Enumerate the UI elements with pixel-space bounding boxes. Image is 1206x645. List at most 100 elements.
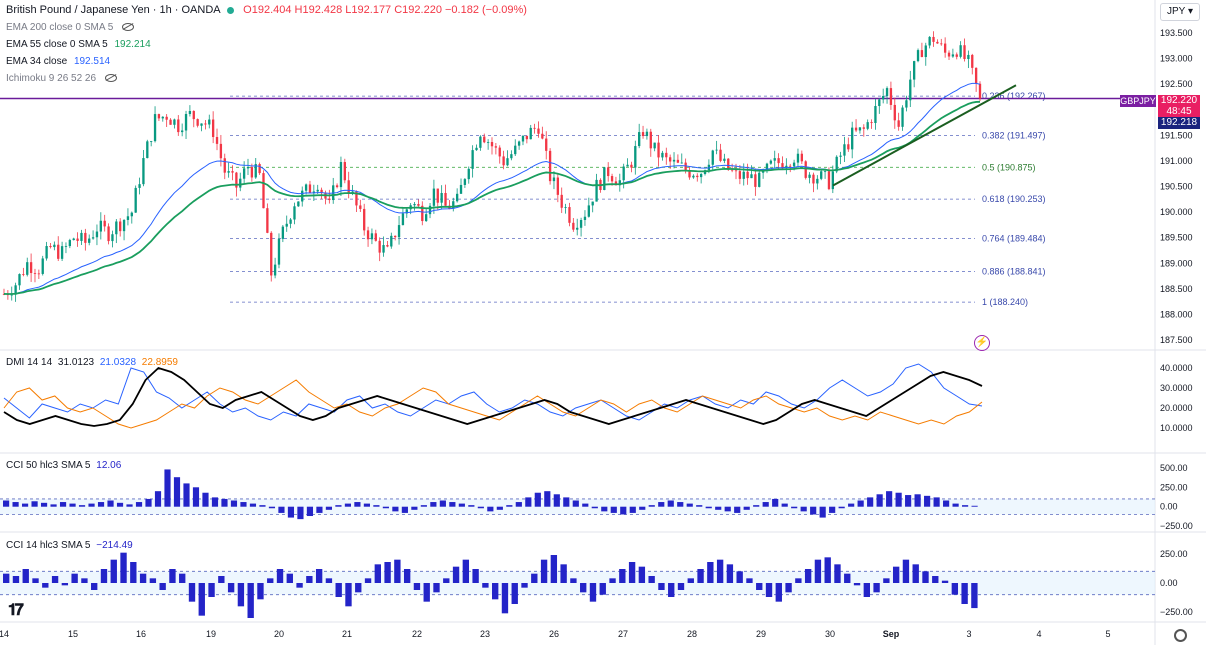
- candle-body: [940, 43, 943, 45]
- cci50-bar: [287, 506, 295, 518]
- cci14-bar: [355, 583, 362, 593]
- candle-body: [134, 187, 137, 213]
- candle-body: [758, 172, 761, 187]
- fib-level-label: 1 (188.240): [982, 297, 1028, 307]
- time-axis-tick: 22: [412, 629, 422, 639]
- cci50-bar: [173, 477, 181, 507]
- candle-body: [22, 274, 25, 275]
- cci50-bar: [468, 505, 475, 507]
- cci50-bar: [496, 506, 503, 510]
- cci50-bar: [183, 483, 190, 507]
- cci14-bar: [687, 578, 694, 583]
- cci14-bar: [795, 578, 802, 583]
- candle-body: [548, 150, 552, 182]
- cci50-bar: [88, 503, 95, 507]
- candle-body: [591, 201, 594, 206]
- cci50-label[interactable]: CCI 50 hlc3 SMA 5 12.06: [6, 460, 121, 471]
- candle-body: [626, 164, 629, 167]
- cci14-label[interactable]: CCI 14 hlc3 SMA 5 −214.49: [6, 540, 133, 551]
- ema34-label[interactable]: EMA 34 close 192.514: [6, 56, 110, 67]
- settings-gear-icon[interactable]: [1174, 629, 1187, 642]
- ema34-title: EMA 34 close: [6, 56, 68, 67]
- candle-body: [692, 175, 695, 178]
- candle-body: [235, 172, 238, 188]
- last-price-value: 192.220: [1160, 95, 1198, 106]
- candle-body: [57, 244, 60, 259]
- candle-body: [231, 171, 234, 173]
- cci14-bar: [364, 578, 372, 583]
- dmi-axis-tick: 40.0000: [1160, 363, 1193, 373]
- cci50-bar: [192, 487, 200, 507]
- candle-body: [405, 209, 408, 214]
- candle-body: [827, 171, 831, 190]
- price-axis-tick: 187.500: [1160, 335, 1193, 345]
- candle-body: [595, 179, 598, 202]
- cci50-bar: [810, 506, 817, 515]
- cci14-bar: [452, 566, 460, 583]
- time-axis-tick: 29: [756, 629, 766, 639]
- price-axis-tick: 189.000: [1160, 258, 1193, 268]
- dmi-series-line: [3, 366, 983, 427]
- candle-body: [270, 232, 273, 276]
- cci50-axis-tick: −250.00: [1160, 521, 1193, 531]
- candle-body: [293, 206, 296, 220]
- hidden-eye-icon[interactable]: [122, 23, 135, 32]
- ema200-label[interactable]: EMA 200 close 0 SMA 5: [6, 22, 135, 33]
- cci14-bar: [883, 578, 890, 583]
- candle-body: [374, 233, 377, 241]
- candle-body: [200, 123, 203, 126]
- cci50-bar: [658, 502, 665, 507]
- candle-body: [467, 168, 470, 180]
- dmi-title: DMI 14 14: [6, 357, 53, 368]
- candle-body: [18, 274, 21, 286]
- cci50-bar: [449, 502, 456, 507]
- candle-body: [444, 192, 447, 206]
- ichimoku-title: Ichimoku 9 26 52 26: [6, 73, 97, 84]
- candle-body: [630, 164, 633, 168]
- candle-body: [839, 155, 842, 157]
- candle-body: [607, 167, 610, 177]
- price-axis-tick: 188.500: [1160, 284, 1193, 294]
- dmi-label[interactable]: DMI 14 14 31.0123 21.0328 22.8959: [6, 357, 178, 368]
- candle-body: [912, 61, 916, 80]
- fib-level-label: 0.5 (190.875): [982, 162, 1036, 172]
- cci50-bar: [31, 501, 38, 507]
- cci50-bar: [952, 503, 959, 507]
- hidden-eye-icon[interactable]: [104, 74, 117, 83]
- candle-body: [978, 83, 982, 99]
- candle-body: [316, 189, 319, 192]
- cci14-axis-tick: 250.00: [1160, 549, 1188, 559]
- lightning-event-icon[interactable]: ⚡: [974, 335, 990, 351]
- candle-body: [537, 128, 540, 134]
- cci14-bar: [286, 573, 293, 583]
- cci14-bar: [32, 578, 39, 583]
- cci14-bar: [853, 583, 861, 586]
- candle-body: [436, 188, 439, 203]
- candle-body: [242, 168, 246, 179]
- cci50-bar: [743, 506, 750, 510]
- candle-body: [800, 153, 804, 162]
- candle-body: [668, 157, 672, 162]
- candle-body: [552, 177, 556, 182]
- candle-body: [699, 174, 703, 178]
- candle-body: [498, 147, 501, 157]
- candle-body: [91, 237, 95, 239]
- cci50-bar: [363, 503, 370, 507]
- cci14-bar: [482, 583, 489, 588]
- symbol-title[interactable]: British Pound / Japanese Yen · 1h · OAND…: [6, 4, 221, 16]
- dmi-plus-value: 21.0328: [99, 357, 137, 368]
- candle-body: [905, 100, 908, 108]
- cci50-bar: [316, 506, 323, 513]
- cci50-bar: [829, 506, 836, 513]
- currency-select[interactable]: JPY ▾: [1160, 3, 1200, 21]
- cci50-bar: [895, 492, 902, 507]
- ichimoku-label[interactable]: Ichimoku 9 26 52 26: [6, 73, 117, 84]
- candle-body: [14, 285, 17, 295]
- ema55-label[interactable]: EMA 55 close 0 SMA 5 192.214: [6, 39, 151, 50]
- candle-body: [130, 212, 133, 217]
- candle-body: [397, 225, 401, 238]
- cci50-bar: [943, 500, 950, 507]
- cci50-bar: [620, 506, 627, 515]
- cci14-bar: [922, 571, 929, 583]
